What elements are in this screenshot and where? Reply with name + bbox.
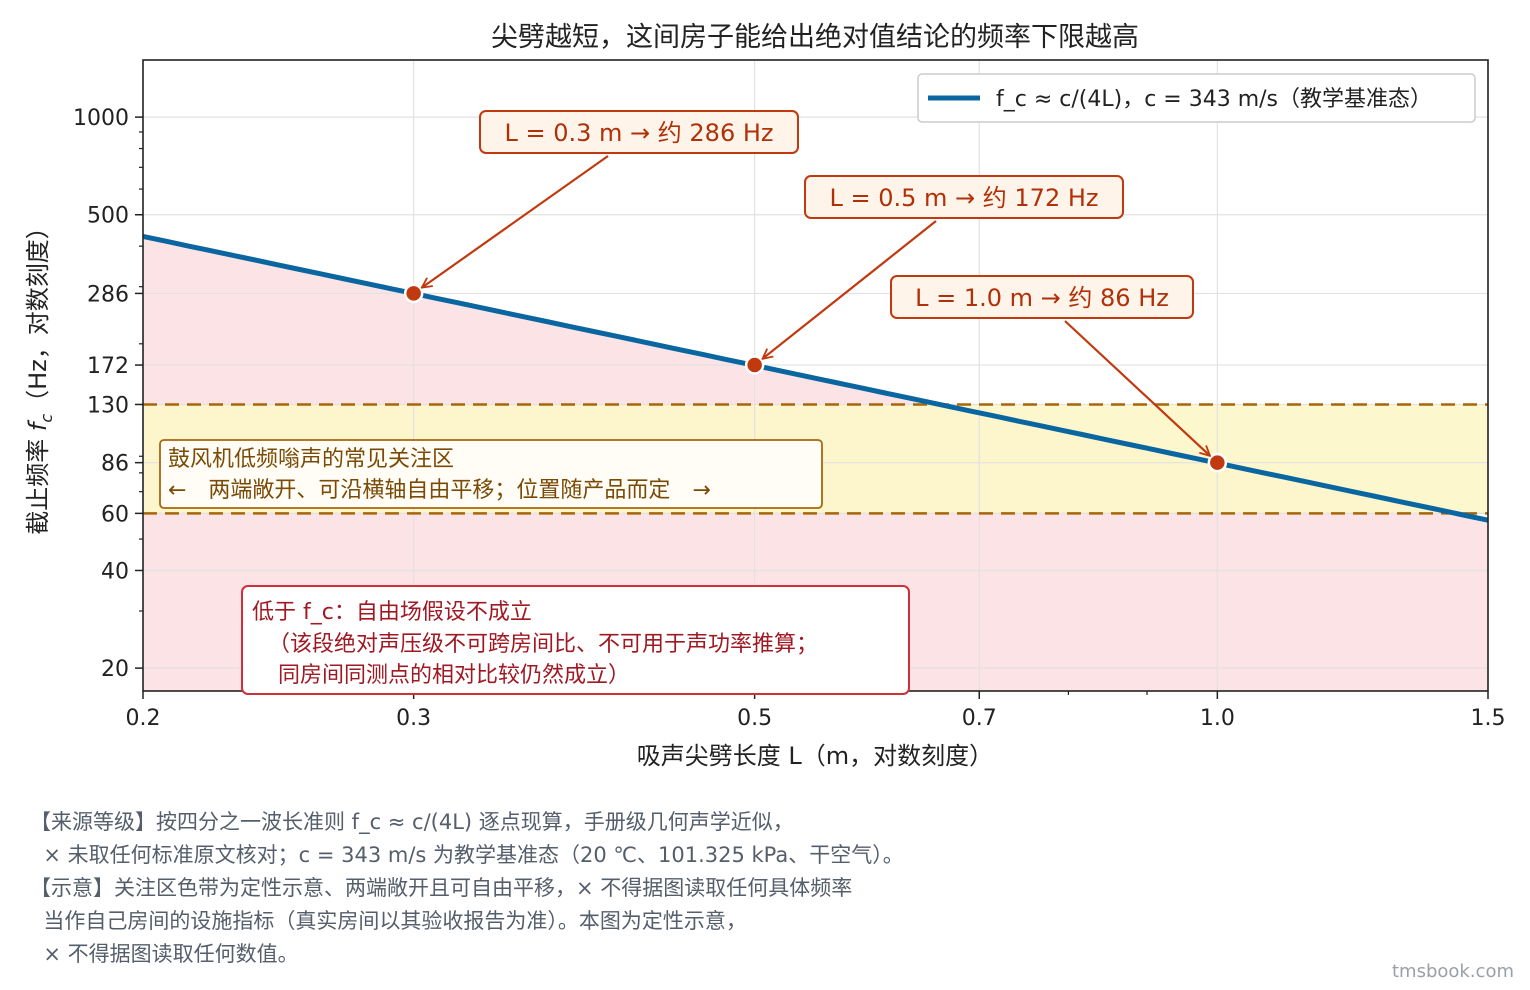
chart-title: 尖劈越短，这间房子能给出绝对值结论的频率下限越高 xyxy=(491,22,1139,53)
y-tick-label: 1000 xyxy=(73,106,129,131)
y-tick-label: 172 xyxy=(87,354,129,379)
y-tick-label: 286 xyxy=(87,282,129,307)
legend-entry: f_c ≈ c/(4L)，c = 343 m/s（教学基准态） xyxy=(996,87,1432,112)
annotation-box xyxy=(804,175,1124,219)
footnote-line: × 不得据图读取任何数值。 xyxy=(30,942,299,966)
region-note-line2: （该段绝对声压级不可跨房间比、不可用于声功率推算； xyxy=(268,632,818,657)
x-axis-label: 吸声尖劈长度 L（m，对数刻度） xyxy=(637,742,993,770)
band-label-box: 鼓风机低频嗡声的常见关注区 ← 两端敞开、可沿横轴自由平移；位置随产品而定 → xyxy=(159,439,823,509)
x-tick-label: 0.3 xyxy=(396,706,431,731)
annotation-arrow xyxy=(1064,320,1210,456)
watermark: tmsbook.com xyxy=(1391,961,1514,982)
footnote-line: 【来源等级】按四分之一波长准则 f_c ≈ c/(4L) 逐点现算，手册级几何声… xyxy=(30,810,794,834)
annotation-arrow xyxy=(422,155,609,288)
y-tick-label: 130 xyxy=(87,393,129,418)
annotation-label: L = 0.3 m → 约 286 Hz xyxy=(505,119,774,147)
annotation-label: L = 0.5 m → 约 172 Hz xyxy=(830,184,1099,212)
annotation-box xyxy=(890,275,1194,319)
region-note-box: 低于 f_c：自由场假设不成立 （该段绝对声压级不可跨房间比、不可用于声功率推算… xyxy=(241,585,910,695)
y-tick-label: 500 xyxy=(87,204,129,229)
axes-ticks: 0.2 0.3 0.5 0.7 1.0 1.5 20 40 60 86 130 172 286 500 10… xyxy=(73,106,1506,731)
y-axis-label: 截止频率 fc（Hz，对数刻度） xyxy=(24,215,56,535)
band-label-line1: 鼓风机低频嗡声的常见关注区 xyxy=(168,447,454,472)
y-tick-label: 60 xyxy=(101,502,129,527)
footnote-line: 当作自己房间的设施指标（真实房间以其验收报告为准）。本图为定性示意， xyxy=(30,909,747,933)
cutoff-frequency-line xyxy=(143,233,1488,523)
x-tick-label: 0.5 xyxy=(737,706,772,731)
legend: f_c ≈ c/(4L)，c = 343 m/s（教学基准态） xyxy=(917,73,1476,123)
region-note-line3: 同房间同测点的相对比较仍然成立） xyxy=(278,663,630,688)
region-note-line1: 低于 f_c：自由场假设不成立 xyxy=(252,600,532,625)
x-tick-label: 0.7 xyxy=(962,706,997,731)
footnote-line: × 未取任何标准原文核对；c = 343 m/s 为教学基准态（20 ℃、101… xyxy=(30,843,904,867)
band-label-line2: ← 两端敞开、可沿横轴自由平移；位置随产品而定 → xyxy=(168,478,711,503)
point-annotations: L = 0.3 m → 约 286 Hz L = 0.5 m → 约 172 Hz… xyxy=(422,110,1210,456)
annotation-label: L = 1.0 m → 约 86 Hz xyxy=(915,284,1169,312)
y-tick-label: 86 xyxy=(101,452,129,477)
y-tick-label: 20 xyxy=(101,657,129,682)
footnote-block: 【来源等级】按四分之一波长准则 f_c ≈ c/(4L) 逐点现算，手册级几何声… xyxy=(30,806,904,971)
highlight-point xyxy=(1207,452,1228,473)
annotation-box xyxy=(479,110,799,154)
footnote-line: 【示意】关注区色带为定性示意、两端敞开且可自由平移，× 不得据图读取任何具体频率 xyxy=(30,876,853,900)
highlighted-points xyxy=(403,283,1228,473)
y-tick-label: 40 xyxy=(101,559,129,584)
x-tick-label: 1.5 xyxy=(1471,706,1506,731)
x-tick-label: 1.0 xyxy=(1200,706,1235,731)
highlight-point xyxy=(403,283,424,304)
highlight-point xyxy=(744,355,765,375)
annotation-arrow xyxy=(762,220,937,359)
chart-figure: 尖劈越短，这间房子能给出绝对值结论的频率下限越高 0.2 0.3 0.5 0.7 1.0… xyxy=(24,22,1506,770)
x-tick-label: 0.2 xyxy=(126,706,161,731)
